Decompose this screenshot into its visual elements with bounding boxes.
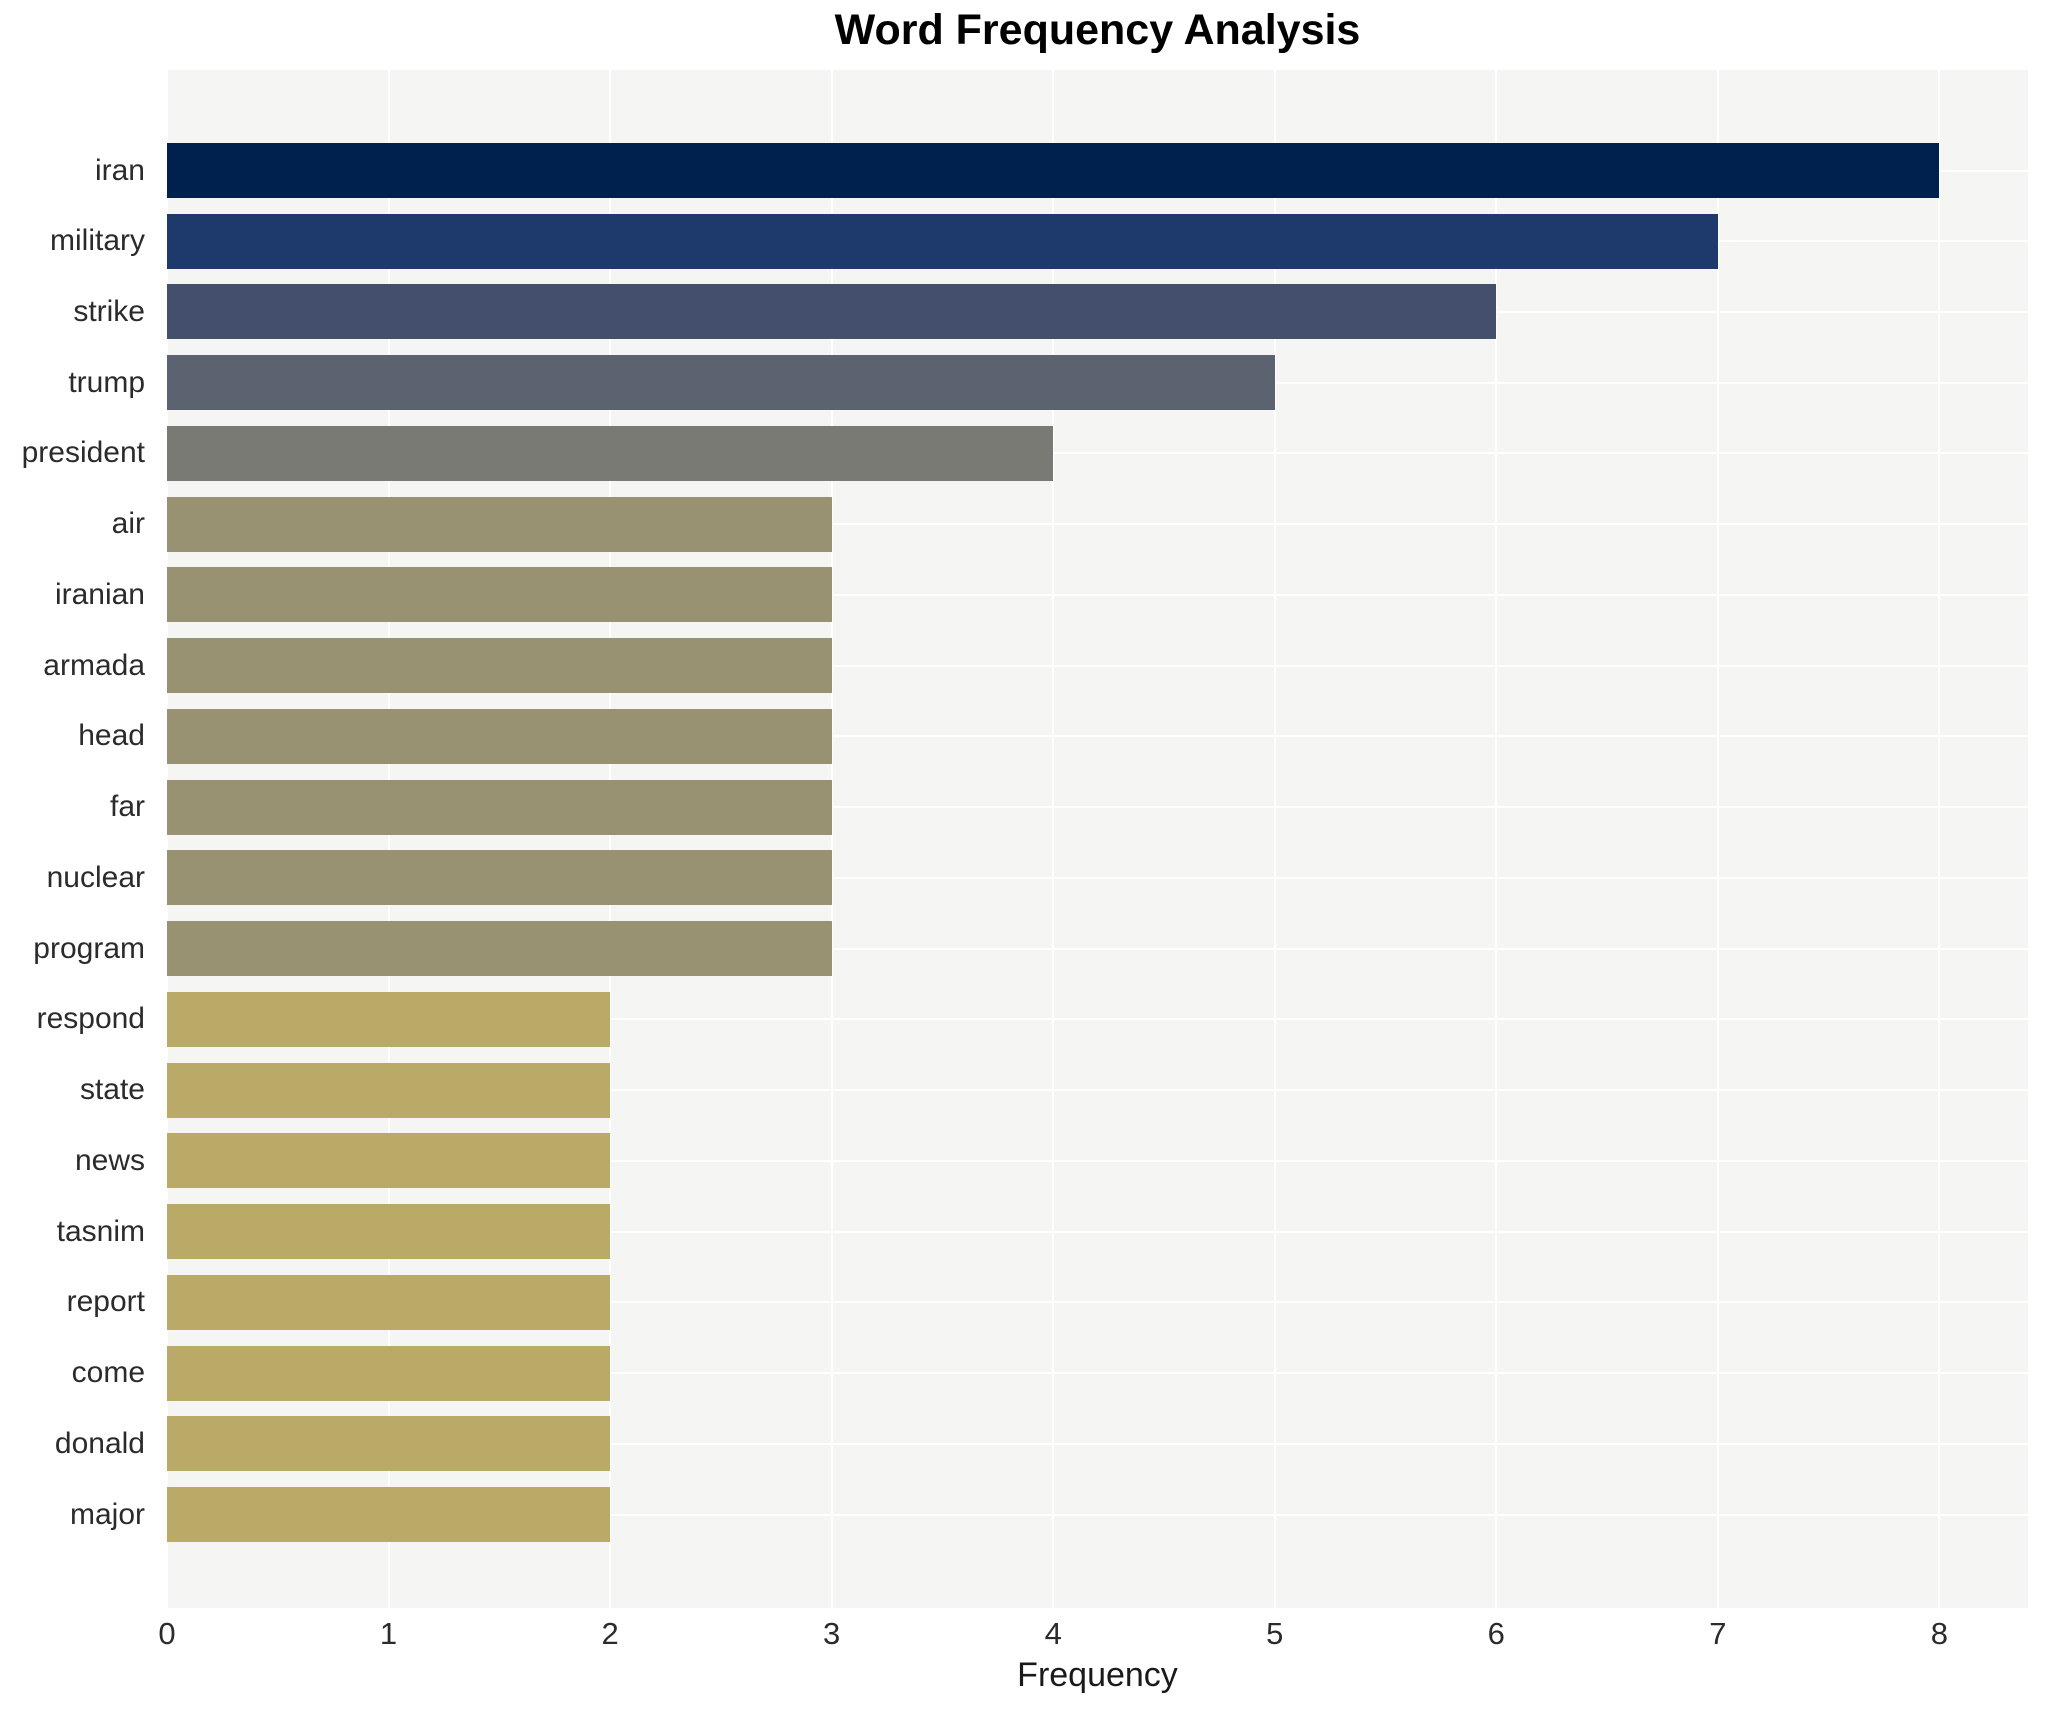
bar-news	[167, 1133, 611, 1189]
bar-military	[167, 213, 1718, 269]
x-gridline-4	[1052, 70, 1055, 1608]
y-tick-label-state: state	[79, 1073, 145, 1107]
y-tick-label-donald: donald	[54, 1426, 145, 1460]
y-tick-label-come: come	[71, 1356, 145, 1390]
x-gridline-6	[1495, 70, 1498, 1608]
x-tick-label-5: 5	[1266, 1616, 1284, 1651]
bar-donald	[167, 1416, 611, 1472]
bar-strike	[167, 284, 1497, 340]
bar-report	[167, 1274, 611, 1330]
bar-armada	[167, 638, 832, 694]
bar-iranian	[167, 567, 832, 623]
x-gridline-3	[830, 70, 833, 1608]
y-tick-label-major: major	[69, 1497, 145, 1531]
x-gridline-8	[1938, 70, 1941, 1608]
y-tick-label-report: report	[66, 1285, 145, 1319]
x-gridline-5	[1273, 70, 1276, 1608]
x-gridline-7	[1716, 70, 1719, 1608]
y-gridline-major	[167, 1513, 2028, 1516]
y-gridline-iranian	[167, 593, 2028, 596]
y-tick-label-nuclear: nuclear	[46, 860, 145, 894]
y-tick-label-iran: iran	[94, 153, 145, 187]
x-tick-label-3: 3	[823, 1616, 841, 1651]
chart-title: Word Frequency Analysis	[834, 6, 1361, 54]
y-gridline-program	[167, 947, 2028, 950]
y-gridline-armada	[167, 664, 2028, 667]
x-axis-title: Frequency	[1017, 1656, 1178, 1694]
y-tick-label-strike: strike	[73, 294, 145, 328]
y-tick-label-armada: armada	[43, 648, 145, 682]
x-gridline-2	[609, 70, 612, 1608]
x-tick-label-1: 1	[379, 1616, 398, 1651]
bar-respond	[167, 991, 611, 1047]
y-tick-label-respond: respond	[36, 1002, 145, 1036]
x-tick-label-0: 0	[158, 1616, 176, 1651]
bar-iran	[167, 143, 1940, 198]
y-gridline-state	[167, 1089, 2028, 1092]
x-tick-label-6: 6	[1487, 1616, 1505, 1651]
bar-head	[167, 708, 832, 764]
x-tick-label-4: 4	[1044, 1616, 1062, 1651]
y-gridline-far	[167, 806, 2028, 809]
y-gridline-come	[167, 1372, 2028, 1375]
y-gridline-report	[167, 1301, 2028, 1304]
y-tick-label-president: president	[21, 436, 145, 470]
y-tick-label-news: news	[74, 1143, 145, 1177]
y-tick-label-head: head	[78, 719, 145, 753]
bar-tasnim	[167, 1204, 611, 1260]
y-gridline-head	[167, 735, 2028, 738]
y-gridline-donald	[167, 1442, 2028, 1445]
bar-major	[167, 1487, 611, 1543]
y-tick-label-far: far	[109, 790, 145, 824]
y-gridline-air	[167, 523, 2028, 526]
bar-program	[167, 921, 832, 977]
bar-state	[167, 1062, 611, 1118]
y-tick-label-iranian: iranian	[54, 577, 145, 611]
y-tick-label-tasnim: tasnim	[56, 1214, 145, 1248]
x-tick-label-8: 8	[1930, 1616, 1948, 1651]
y-gridline-nuclear	[167, 876, 2028, 879]
y-axis-labels: iran military strike trump president air irani…	[0, 70, 155, 1608]
bar-air	[167, 496, 832, 552]
x-tick-label-2: 2	[601, 1616, 619, 1651]
bar-far	[167, 779, 832, 835]
bar-come	[167, 1345, 611, 1401]
x-axis-tick-labels: 0 1 2 3 4 5 6 7 8	[0, 1616, 2046, 1656]
y-gridline-tasnim	[167, 1230, 2028, 1233]
y-tick-label-military: military	[50, 224, 145, 258]
bar-president	[167, 425, 1054, 481]
y-tick-label-program: program	[33, 931, 145, 965]
y-gridline-respond	[167, 1018, 2028, 1021]
y-tick-label-air: air	[111, 507, 145, 541]
y-gridline-news	[167, 1159, 2028, 1162]
plot-area	[166, 70, 2028, 1608]
bar-nuclear	[167, 850, 832, 906]
x-gridline-1	[387, 70, 390, 1608]
bar-trump	[167, 355, 1275, 411]
y-gridline-president	[167, 452, 2028, 455]
x-gridline-0	[166, 70, 168, 1608]
y-tick-label-trump: trump	[68, 365, 145, 399]
x-tick-label-7: 7	[1709, 1616, 1727, 1651]
